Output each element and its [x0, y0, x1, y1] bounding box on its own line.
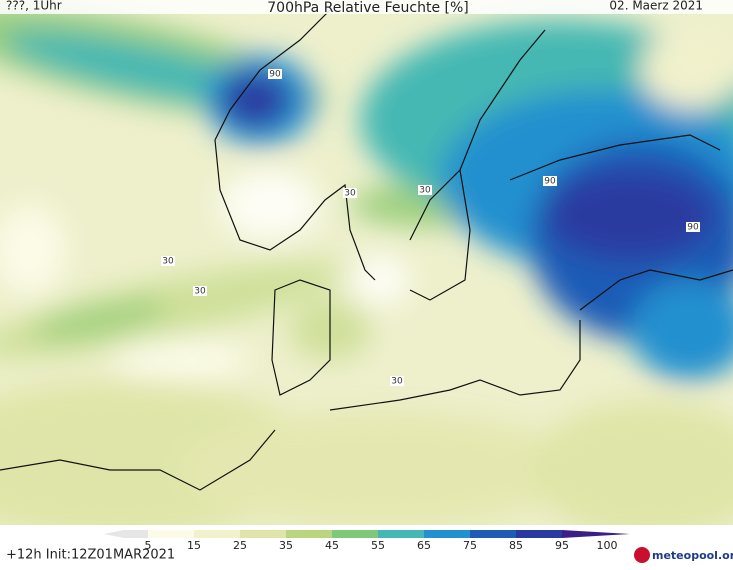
- run-info: +12h Init:12Z01MAR2021: [6, 548, 175, 563]
- contour-label: 30: [391, 377, 403, 387]
- colorbar-swatch: [332, 530, 378, 538]
- contour-label-bg: [418, 185, 432, 195]
- colorbar-swatch: [424, 530, 470, 538]
- colorbar-label: 95: [555, 539, 569, 552]
- contour-label-bg: [543, 176, 557, 186]
- contour-label-bg: [343, 188, 357, 198]
- colorbar-swatch: [470, 530, 516, 538]
- contour-label-bg: [268, 69, 282, 79]
- colorbar-label: 65: [417, 539, 431, 552]
- colorbar-swatch: [124, 530, 148, 538]
- logo: meteopool.org: [652, 549, 733, 562]
- colorbar-label: 100: [597, 539, 618, 552]
- colorbar-swatch: [240, 530, 286, 538]
- date: 02. Maerz 2021: [609, 0, 703, 13]
- colorbar: 5 15 25 35 45 55 65 75 85 95 100: [104, 530, 630, 552]
- colorbar-label: 85: [509, 539, 523, 552]
- colorbar-label: 5: [145, 539, 152, 552]
- coastlines: [0, 9, 733, 491]
- colorbar-swatch: [516, 530, 562, 538]
- contour-label: 30: [419, 186, 431, 196]
- colorbar-swatch: [286, 530, 332, 538]
- contour-label: 30: [194, 287, 206, 297]
- colorbar-label: 45: [325, 539, 339, 552]
- contour-label: 90: [544, 177, 556, 187]
- colorbar-label: 75: [463, 539, 477, 552]
- header-bar: [0, 0, 733, 14]
- header-left: ???, 1Uhr: [6, 0, 62, 13]
- contour-label-bg: [390, 376, 404, 386]
- colorbar-swatch: [378, 530, 424, 538]
- colorbar-label: 35: [279, 539, 293, 552]
- contour-label: 90: [687, 223, 699, 233]
- contour-label: 90: [269, 70, 281, 80]
- contour-labels: 30 30 30 30 30 90 90 90: [161, 69, 700, 387]
- colorbar-swatch: [148, 530, 194, 538]
- colorbar-label: 25: [233, 539, 247, 552]
- colorbar-swatch: [194, 530, 240, 538]
- colorbar-label: 55: [371, 539, 385, 552]
- map-title: 700hPa Relative Feuchte [%]: [267, 0, 468, 16]
- contour-label: 30: [344, 189, 356, 199]
- colorbar-arrow-left: [104, 530, 124, 538]
- contour-label-bg: [161, 256, 175, 266]
- logo-icon: [634, 547, 650, 563]
- humidity-field: 30 30 30 30 30 90 90 90: [0, 0, 733, 525]
- contour-label-bg: [686, 222, 700, 232]
- colorbar-arrow-right: [562, 530, 630, 538]
- contour-label: 30: [162, 257, 174, 267]
- contour-label-bg: [193, 286, 207, 296]
- colorbar-label: 15: [187, 539, 201, 552]
